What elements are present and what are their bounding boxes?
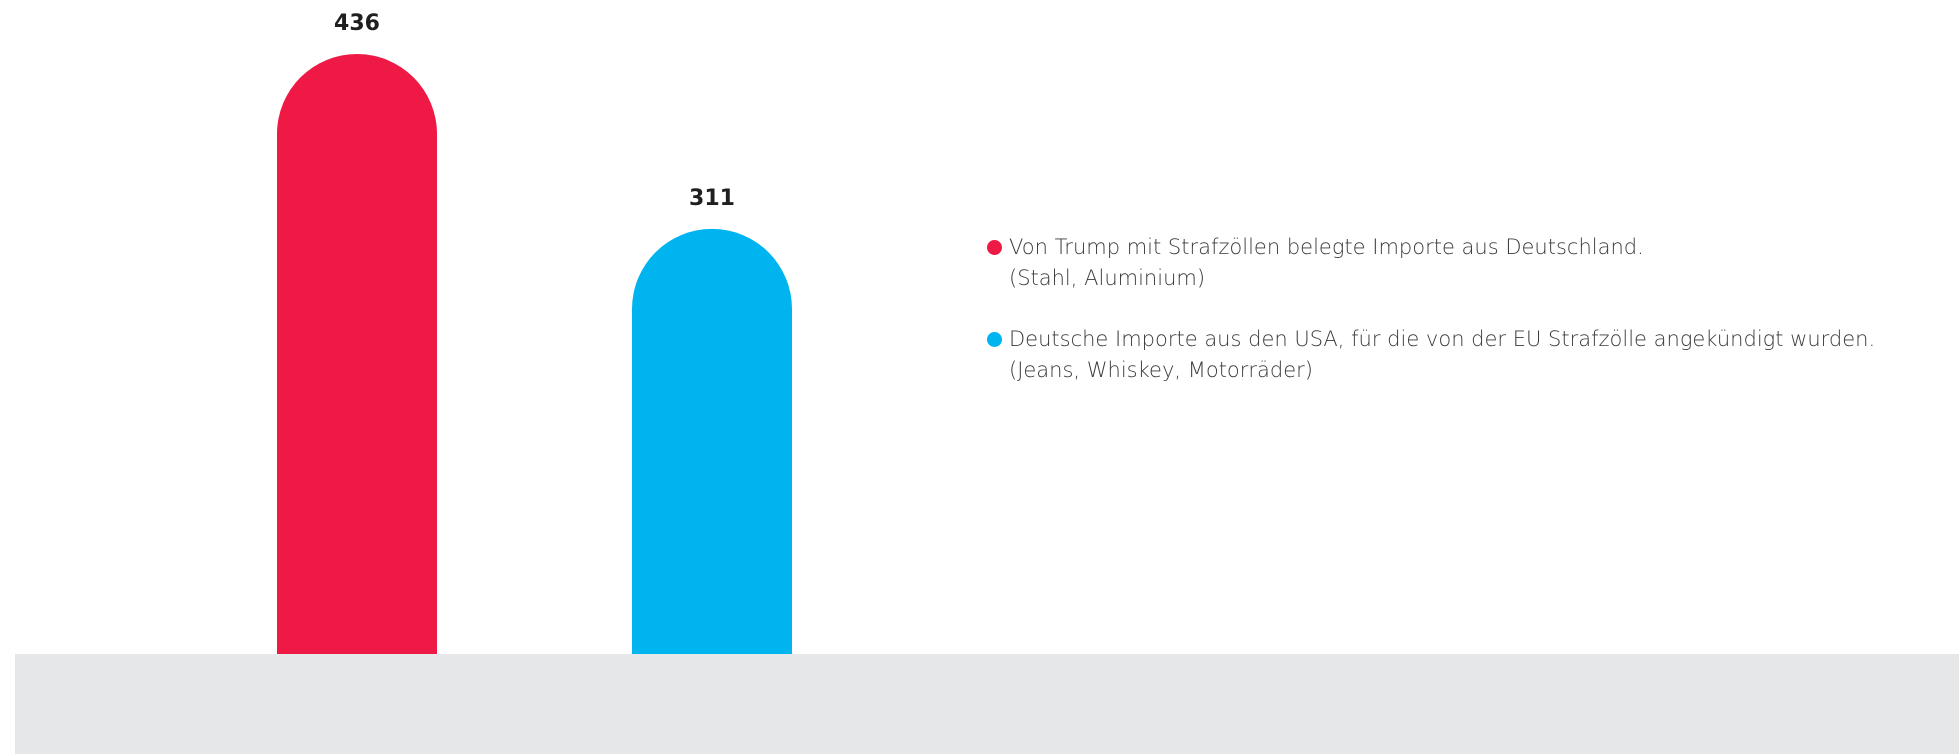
legend-dot-blue-icon — [987, 332, 1002, 347]
legend-item-red-line1: Von Trump mit Strafzöllen belegte Import… — [1009, 235, 1644, 259]
bar-value-label-2: 311 — [689, 186, 735, 211]
bar-value-label-1: 436 — [334, 11, 380, 36]
legend-dot-red-icon — [987, 240, 1002, 255]
value-labels-layer: 436 311 — [334, 11, 735, 211]
chart-baseline-band — [15, 654, 1959, 754]
legend-item-blue-line2: (Jeans, Whiskey, Motorräder) — [1009, 358, 1313, 382]
bar-2 — [632, 228, 792, 744]
legend-item-red-line2: (Stahl, Aluminium) — [1009, 266, 1206, 290]
chart-legend: Von Trump mit Strafzöllen belegte Import… — [987, 232, 1875, 416]
legend-item-blue: Deutsche Importe aus den USA, für die vo… — [987, 324, 1875, 386]
bars-layer — [277, 54, 792, 744]
legend-item-blue-line1: Deutsche Importe aus den USA, für die vo… — [1009, 327, 1876, 351]
bar-1 — [277, 54, 437, 744]
legend-item-red: Von Trump mit Strafzöllen belegte Import… — [987, 232, 1875, 294]
